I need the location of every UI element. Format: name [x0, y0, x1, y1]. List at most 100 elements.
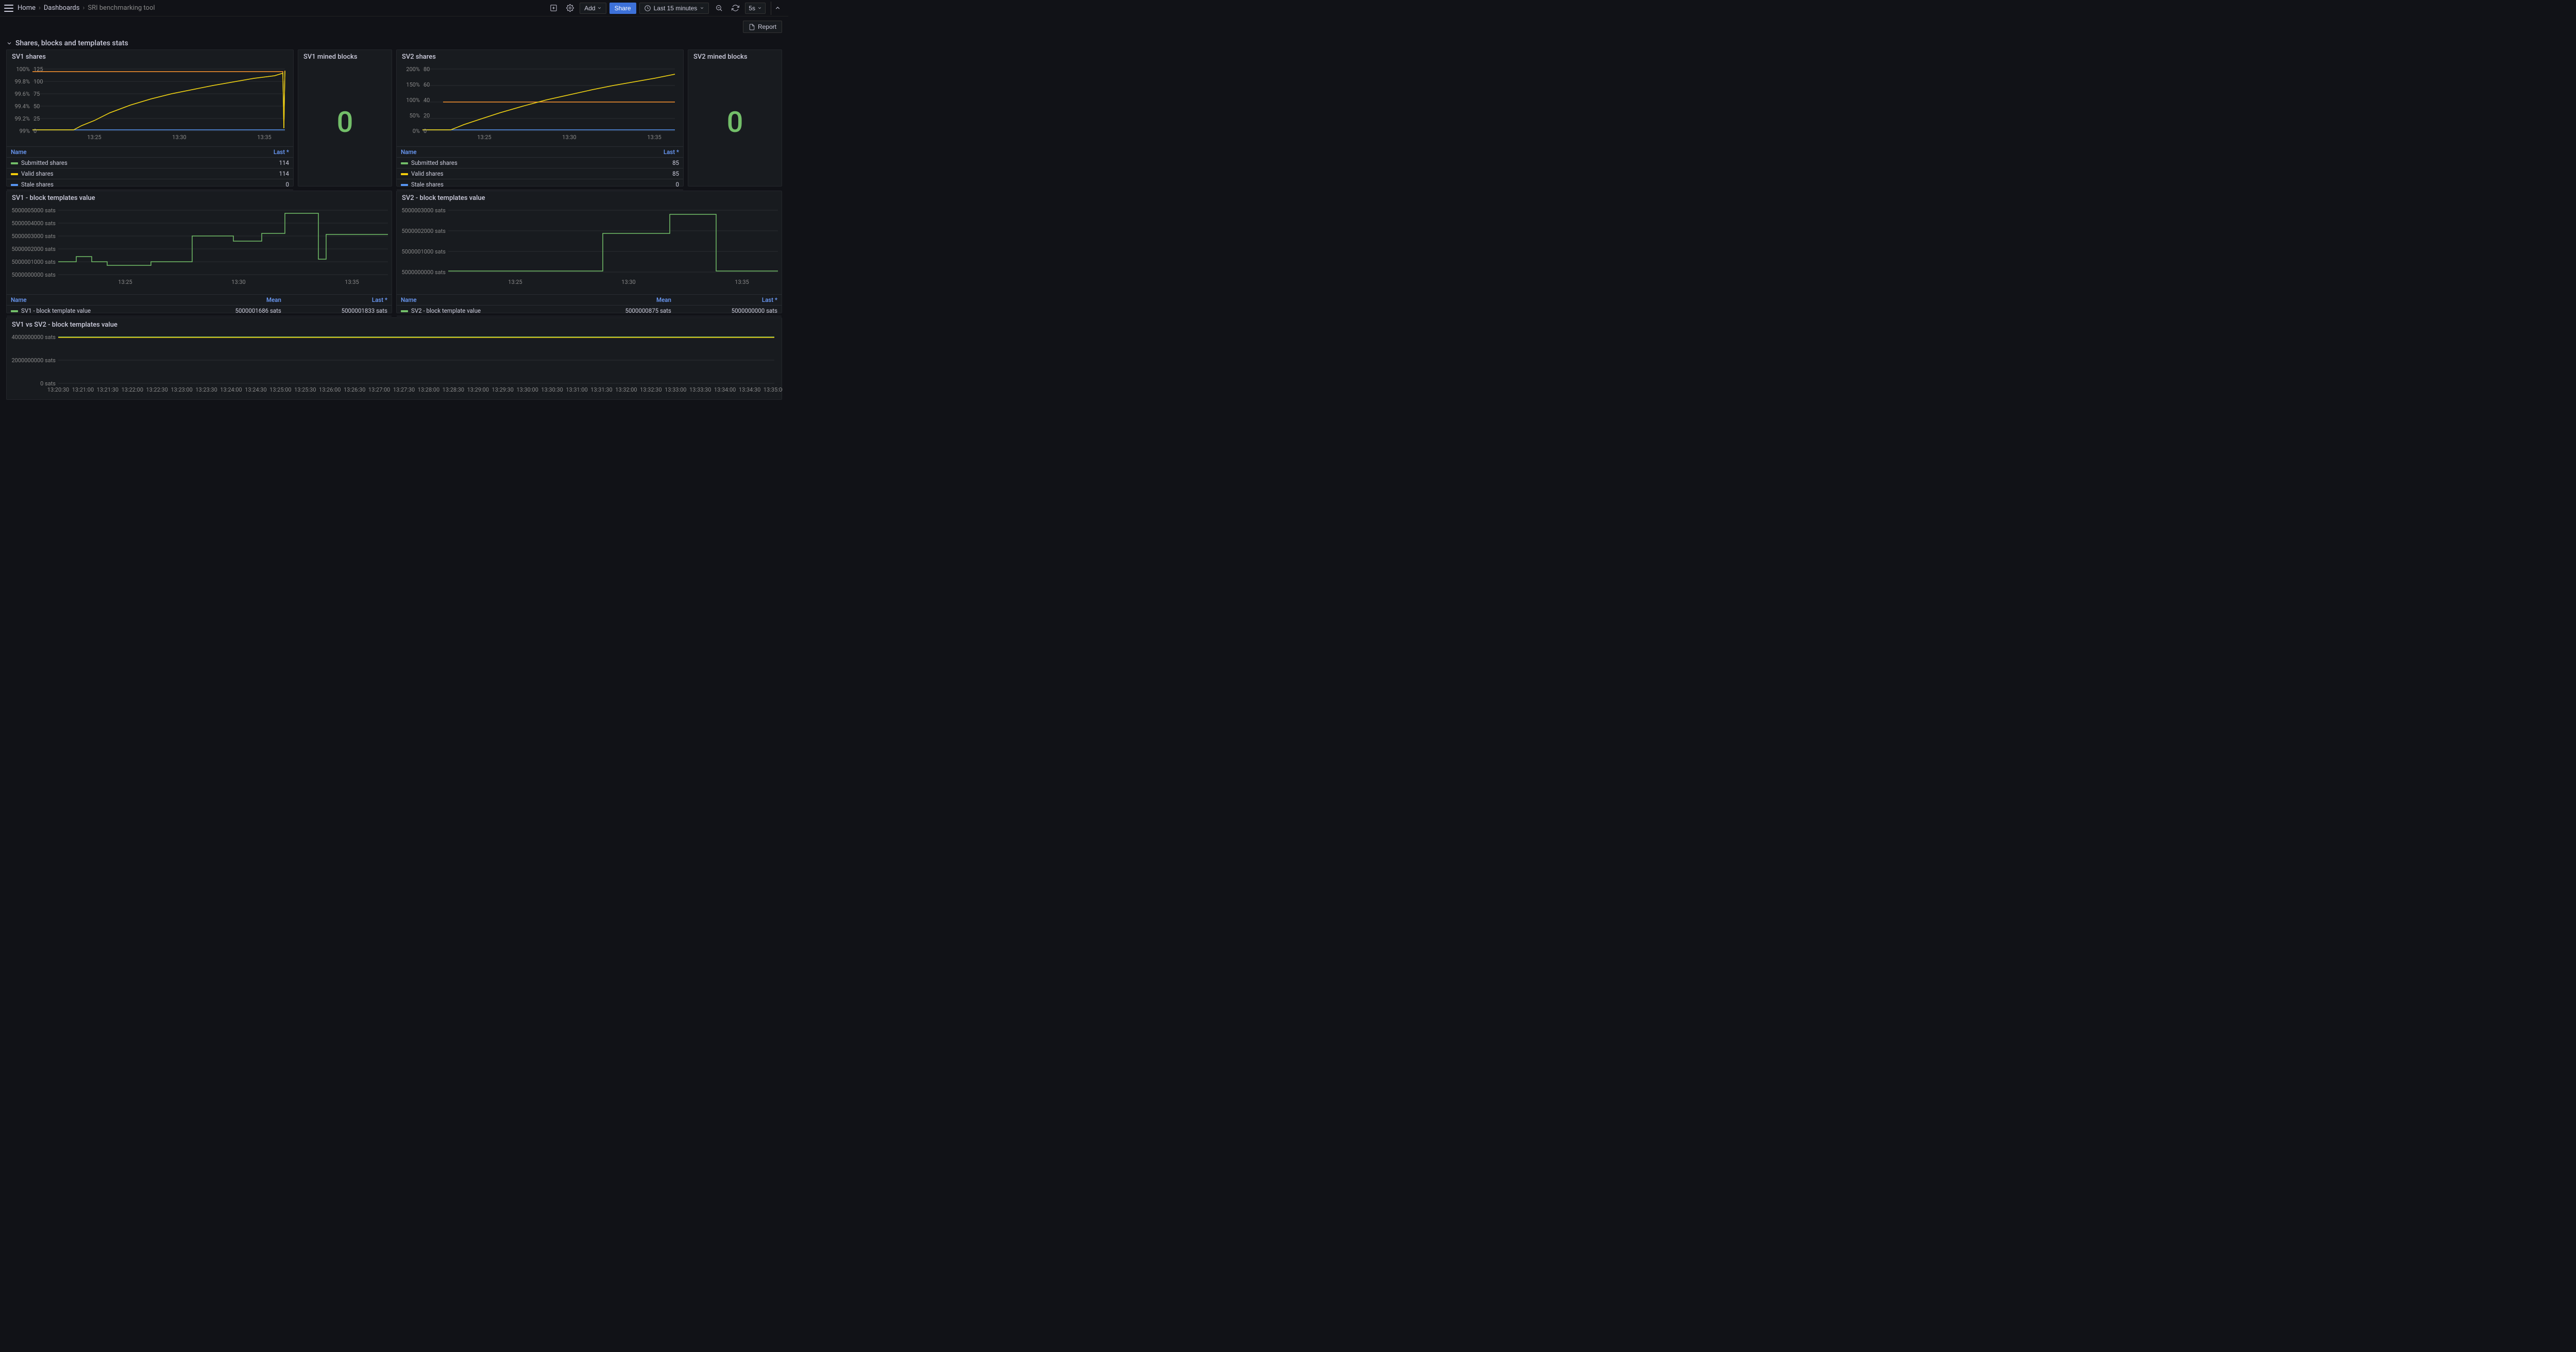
legend-header-last[interactable]: Last *	[608, 147, 683, 158]
svg-text:13:32:30: 13:32:30	[640, 386, 662, 393]
svg-text:13:22:30: 13:22:30	[146, 386, 168, 393]
svg-text:13:35: 13:35	[647, 134, 661, 141]
svg-text:13:26:00: 13:26:00	[319, 386, 341, 393]
svg-text:0: 0	[33, 128, 37, 134]
report-button[interactable]: Report	[743, 21, 782, 33]
svg-text:75: 75	[33, 91, 40, 97]
clock-icon	[644, 5, 651, 12]
svg-text:13:24:00: 13:24:00	[220, 386, 242, 393]
chart-sv2-shares[interactable]: 200%150%100%50%0% 806040200 13:2513:3013…	[397, 63, 684, 146]
chart-compare[interactable]: 4000000000 sats2000000000 sats0 sats 13:…	[7, 331, 783, 398]
legend-header-last[interactable]: Last *	[675, 295, 782, 306]
legend-row[interactable]: Submitted shares85	[397, 158, 683, 168]
panel-title: SV2 mined blocks	[688, 50, 782, 63]
chart-sv2-templates[interactable]: 5000003000 sats 5000002000 sats 5000001000…	[397, 204, 783, 294]
panel-row-2: SV1 - block templates value 5000005000 s…	[0, 191, 788, 317]
svg-text:5000002000 sats: 5000002000 sats	[402, 228, 446, 234]
panel-row-3: SV1 vs SV2 - block templates value 40000…	[0, 317, 788, 404]
svg-text:5000005000 sats: 5000005000 sats	[12, 207, 56, 214]
legend-header-mean[interactable]: Mean	[569, 295, 675, 306]
panel-sv2-templates: SV2 - block templates value 5000003000 s…	[396, 191, 782, 313]
report-label: Report	[758, 23, 776, 30]
panel-sv1-shares: SV1 shares 100%99.8%99.6%99.4%99.2%99% 1…	[6, 49, 294, 187]
svg-text:13:25: 13:25	[477, 134, 491, 141]
topbar-left: Home › Dashboards › SRI benchmarking too…	[4, 4, 547, 12]
time-range-button[interactable]: Last 15 minutes	[639, 3, 709, 14]
svg-text:13:30: 13:30	[231, 279, 245, 285]
svg-text:13:26:30: 13:26:30	[344, 386, 365, 393]
svg-text:13:25: 13:25	[508, 279, 522, 285]
svg-text:100%: 100%	[406, 97, 420, 104]
svg-text:13:31:00: 13:31:00	[566, 386, 587, 393]
breadcrumb-dashboards[interactable]: Dashboards	[44, 4, 80, 12]
panel-title: SV2 shares	[397, 50, 683, 63]
legend-row[interactable]: SV1 - block template value5000001686 sat…	[7, 306, 392, 316]
svg-text:13:28:30: 13:28:30	[443, 386, 464, 393]
legend-header-name[interactable]: Name	[7, 295, 179, 306]
panel-title: SV1 - block templates value	[7, 191, 392, 204]
new-panel-icon[interactable]	[547, 2, 560, 15]
legend-header-last[interactable]: Last *	[285, 295, 392, 306]
svg-text:13:30: 13:30	[172, 134, 186, 141]
legend-row[interactable]: SV2 - block template value5000000875 sat…	[397, 306, 782, 316]
chart-sv1-templates[interactable]: 5000005000 sats5000004000 sats5000003000…	[7, 204, 393, 294]
topbar-right: Add Share Last 15 minutes 5s	[547, 2, 784, 15]
svg-text:5000003000 sats: 5000003000 sats	[12, 233, 56, 240]
svg-text:13:30: 13:30	[562, 134, 576, 141]
section-header[interactable]: Shares, blocks and templates stats	[0, 37, 788, 49]
svg-text:5000001000 sats: 5000001000 sats	[402, 248, 446, 255]
legend-sv2-templates: Name Mean Last * SV2 - block template va…	[397, 294, 782, 316]
legend-header-name[interactable]: Name	[397, 147, 608, 158]
svg-text:13:31:30: 13:31:30	[590, 386, 612, 393]
panel-sv2-mined: SV2 mined blocks 0	[688, 49, 782, 187]
breadcrumb: Home › Dashboards › SRI benchmarking too…	[18, 4, 155, 12]
section-title: Shares, blocks and templates stats	[15, 39, 128, 47]
panel-sv1-templates: SV1 - block templates value 5000005000 s…	[6, 191, 392, 313]
report-row: Report	[0, 16, 788, 37]
svg-text:13:35:00: 13:35:00	[764, 386, 783, 393]
svg-text:13:20:30: 13:20:30	[47, 386, 69, 393]
chevron-right-icon: ›	[82, 4, 84, 12]
svg-text:13:33:30: 13:33:30	[689, 386, 711, 393]
gear-icon[interactable]	[563, 2, 577, 15]
chevron-down-icon	[700, 6, 704, 10]
svg-text:40: 40	[423, 97, 430, 104]
svg-text:13:30: 13:30	[621, 279, 635, 285]
zoom-out-icon[interactable]	[712, 2, 725, 15]
legend-row[interactable]: Valid shares85	[397, 168, 683, 179]
svg-text:99.2%: 99.2%	[14, 115, 30, 122]
time-range-label: Last 15 minutes	[654, 5, 698, 12]
svg-text:13:34:30: 13:34:30	[739, 386, 760, 393]
svg-text:13:25: 13:25	[87, 134, 101, 141]
svg-text:13:30:30: 13:30:30	[541, 386, 563, 393]
legend-row[interactable]: Stale shares0	[7, 179, 293, 190]
breadcrumb-current: SRI benchmarking tool	[88, 4, 155, 12]
svg-text:100: 100	[33, 78, 43, 85]
refresh-icon[interactable]	[728, 2, 742, 15]
svg-text:99.6%: 99.6%	[14, 91, 30, 97]
bignum-sv1-mined: 0	[298, 63, 392, 181]
legend-header-mean[interactable]: Mean	[179, 295, 285, 306]
svg-text:13:34:00: 13:34:00	[714, 386, 736, 393]
svg-text:13:21:00: 13:21:00	[72, 386, 94, 393]
legend-header-name[interactable]: Name	[397, 295, 569, 306]
legend-row[interactable]: Submitted shares114	[7, 158, 293, 168]
legend-row[interactable]: Valid shares114	[7, 168, 293, 179]
add-label: Add	[584, 5, 595, 12]
svg-text:150%: 150%	[406, 81, 420, 88]
collapse-icon[interactable]	[771, 2, 784, 15]
chevron-right-icon: ›	[39, 4, 41, 12]
breadcrumb-home[interactable]: Home	[18, 4, 36, 12]
hamburger-icon[interactable]	[4, 5, 13, 12]
legend-row[interactable]: Stale shares0	[397, 179, 683, 190]
legend-header-last[interactable]: Last *	[218, 147, 293, 158]
chart-sv1-shares[interactable]: 100%99.8%99.6%99.4%99.2%99% 125100755025…	[7, 63, 294, 146]
svg-text:2000000000 sats: 2000000000 sats	[12, 357, 56, 364]
refresh-interval-button[interactable]: 5s	[745, 3, 766, 14]
refresh-interval-label: 5s	[749, 5, 755, 12]
svg-text:80: 80	[423, 66, 430, 73]
svg-text:5000003000 sats: 5000003000 sats	[402, 207, 446, 214]
share-button[interactable]: Share	[609, 3, 636, 14]
add-button[interactable]: Add	[580, 3, 606, 14]
legend-header-name[interactable]: Name	[7, 147, 218, 158]
